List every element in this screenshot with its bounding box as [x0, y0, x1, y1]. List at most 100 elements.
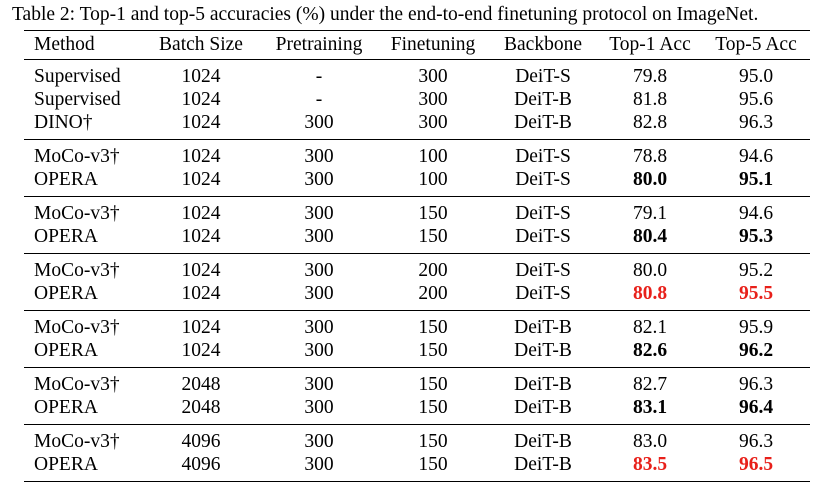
- cell-finetuning: 100: [418, 146, 448, 167]
- cell-top5-acc: 96.2: [738, 340, 774, 361]
- cell-top1-acc: 80.0: [632, 260, 668, 281]
- cell-batch-size: 2048: [181, 374, 221, 395]
- cell-backbone: DeiT-S: [515, 169, 571, 190]
- cell-batch-size: 4096: [181, 431, 221, 452]
- cell-pretraining: 300: [304, 226, 334, 247]
- table-row: DINO† 1024 300 300 DeiT-B 82.8 96.3: [24, 111, 810, 140]
- cell-method: OPERA: [34, 169, 98, 190]
- cell-batch-size: 1024: [181, 66, 221, 87]
- cell-batch-size: 1024: [181, 317, 221, 338]
- header-top1-acc: Top-1 Acc: [609, 34, 691, 55]
- cell-top1-acc: 80.4: [632, 226, 668, 247]
- cell-top1-acc: 82.7: [632, 374, 668, 395]
- cell-batch-size: 1024: [181, 226, 221, 247]
- cell-method: OPERA: [34, 283, 98, 304]
- cell-finetuning: 300: [418, 112, 448, 133]
- cell-finetuning: 150: [418, 397, 448, 418]
- cell-top5-acc: 95.9: [738, 317, 774, 338]
- table-row: Supervised 1024 - 300 DeiT-B 81.8 95.6: [24, 88, 810, 111]
- cell-finetuning: 150: [418, 317, 448, 338]
- cell-pretraining: 300: [304, 340, 334, 361]
- cell-method: OPERA: [34, 454, 98, 475]
- table-row: OPERA 1024 300 150 DeiT-B 82.6 96.2: [24, 339, 810, 368]
- cell-top1-acc: 80.8: [632, 283, 668, 304]
- cell-top1-acc: 79.1: [632, 203, 668, 224]
- cell-backbone: DeiT-B: [514, 431, 572, 452]
- cell-top5-acc: 95.6: [738, 89, 774, 110]
- cell-finetuning: 150: [418, 454, 448, 475]
- cell-method: MoCo-v3†: [34, 317, 120, 338]
- cell-backbone: DeiT-B: [514, 340, 572, 361]
- cell-pretraining: 300: [304, 374, 334, 395]
- cell-top1-acc: 80.0: [632, 169, 668, 190]
- table-row: MoCo-v3† 4096 300 150 DeiT-B 83.0 96.3: [24, 425, 810, 454]
- table-row: Supervised 1024 - 300 DeiT-S 79.8 95.0: [24, 60, 810, 89]
- cell-top5-acc: 96.3: [738, 374, 774, 395]
- cell-backbone: DeiT-B: [514, 317, 572, 338]
- cell-top1-acc: 82.8: [632, 112, 668, 133]
- table-header: Method Batch Size Pretraining Finetuning…: [24, 30, 810, 60]
- cell-backbone: DeiT-B: [514, 454, 572, 475]
- cell-backbone: DeiT-B: [514, 89, 572, 110]
- cell-top5-acc: 95.0: [738, 66, 774, 87]
- cell-pretraining: 300: [304, 112, 334, 133]
- cell-top5-acc: 96.3: [738, 112, 774, 133]
- cell-finetuning: 150: [418, 374, 448, 395]
- cell-top5-acc: 95.2: [738, 260, 774, 281]
- cell-batch-size: 1024: [181, 112, 221, 133]
- table-row: OPERA 1024 300 100 DeiT-S 80.0 95.1: [24, 168, 810, 197]
- header-pretraining: Pretraining: [275, 34, 363, 55]
- cell-backbone: DeiT-S: [515, 226, 571, 247]
- cell-top5-acc: 95.3: [738, 226, 774, 247]
- cell-top5-acc: 94.6: [738, 203, 774, 224]
- table-row: MoCo-v3† 1024 300 150 DeiT-B 82.1 95.9: [24, 311, 810, 340]
- cell-pretraining: 300: [304, 146, 334, 167]
- cell-finetuning: 100: [418, 169, 448, 190]
- table-row: MoCo-v3† 1024 300 100 DeiT-S 78.8 94.6: [24, 140, 810, 169]
- cell-top1-acc: 78.8: [632, 146, 668, 167]
- cell-top1-acc: 82.6: [632, 340, 668, 361]
- cell-pretraining: -: [315, 66, 323, 87]
- cell-backbone: DeiT-S: [515, 203, 571, 224]
- header-backbone: Backbone: [504, 34, 582, 55]
- cell-method: Supervised: [34, 66, 121, 87]
- cell-pretraining: 300: [304, 397, 334, 418]
- cell-method: OPERA: [34, 397, 98, 418]
- table-body: Supervised 1024-300 DeiT-S 79.8 95.0 Supervis…: [24, 60, 810, 482]
- cell-top5-acc: 95.1: [738, 169, 774, 190]
- cell-backbone: DeiT-B: [514, 112, 572, 133]
- cell-backbone: DeiT-S: [515, 283, 571, 304]
- cell-pretraining: 300: [304, 317, 334, 338]
- results-table: Method Batch Size Pretraining Finetuning…: [24, 30, 810, 482]
- cell-top5-acc: 96.4: [738, 397, 774, 418]
- header-method: Method: [34, 34, 95, 55]
- cell-top1-acc: 81.8: [632, 89, 668, 110]
- table-row: OPERA 1024 300 150 DeiT-S 80.4 95.3: [24, 225, 810, 254]
- cell-finetuning: 300: [418, 66, 448, 87]
- header-finetuning: Finetuning: [390, 34, 476, 55]
- cell-pretraining: 300: [304, 260, 334, 281]
- table-row: MoCo-v3† 2048 300 150 DeiT-B 82.7 96.3: [24, 368, 810, 397]
- cell-top5-acc: 95.5: [738, 283, 774, 304]
- cell-method: MoCo-v3†: [34, 146, 120, 167]
- cell-backbone: DeiT-B: [514, 397, 572, 418]
- cell-batch-size: 1024: [181, 203, 221, 224]
- cell-batch-size: 1024: [181, 169, 221, 190]
- cell-finetuning: 200: [418, 260, 448, 281]
- cell-method: MoCo-v3†: [34, 203, 120, 224]
- cell-finetuning: 300: [418, 89, 448, 110]
- cell-method: MoCo-v3†: [34, 260, 120, 281]
- cell-method: MoCo-v3†: [34, 431, 120, 452]
- cell-backbone: DeiT-S: [515, 146, 571, 167]
- cell-pretraining: 300: [304, 169, 334, 190]
- cell-pretraining: 300: [304, 283, 334, 304]
- cell-pretraining: -: [315, 89, 323, 110]
- cell-finetuning: 150: [418, 203, 448, 224]
- cell-finetuning: 150: [418, 340, 448, 361]
- cell-finetuning: 200: [418, 283, 448, 304]
- cell-method: Supervised: [34, 89, 121, 110]
- table-caption: Table 2: Top-1 and top-5 accuracies (%) …: [12, 4, 759, 25]
- cell-method: DINO†: [34, 112, 93, 133]
- cell-backbone: DeiT-S: [515, 260, 571, 281]
